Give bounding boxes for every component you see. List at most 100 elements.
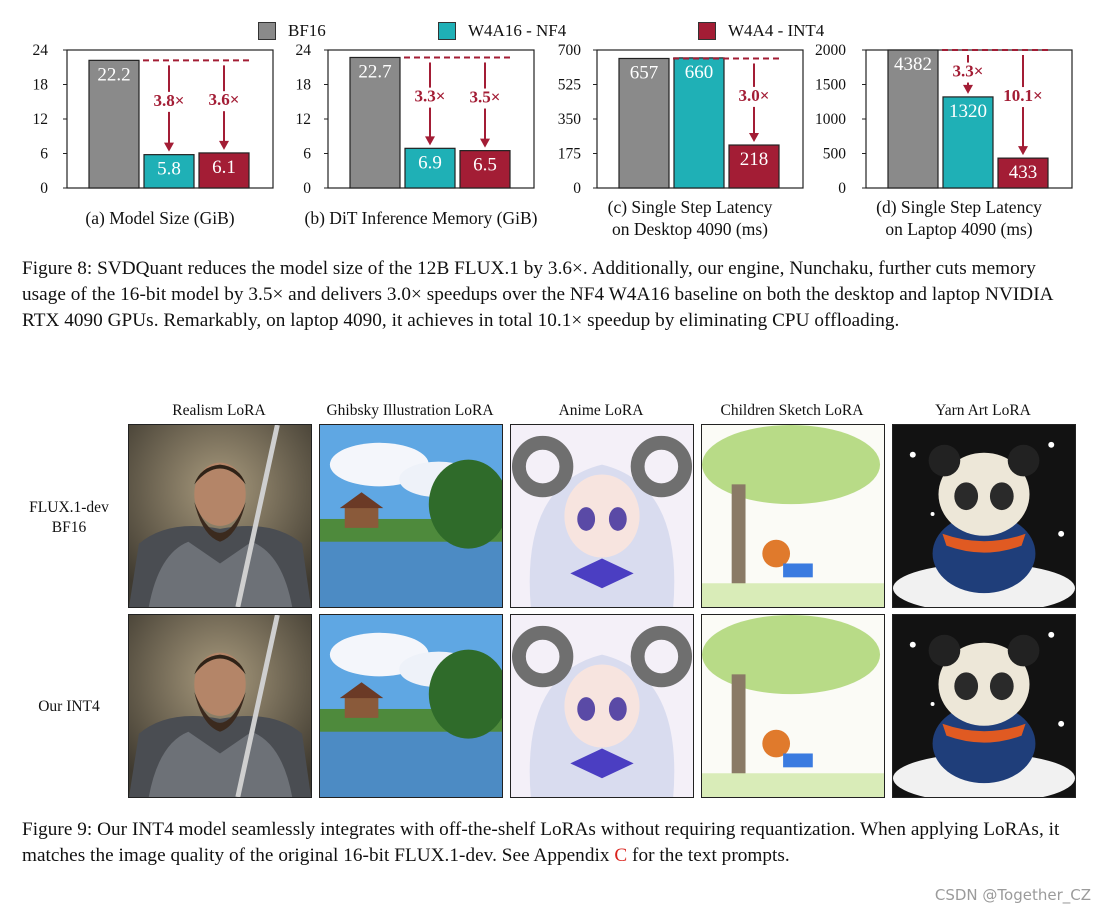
y-tick-label: 1000 [815, 111, 846, 128]
bar-w4a16-nf4 [404, 147, 456, 189]
legend-label: BF16 [288, 21, 326, 40]
legend-label: W4A4 - INT4 [728, 21, 825, 40]
arrow-head [749, 133, 759, 143]
bar-w4a16-nf4 [942, 96, 994, 189]
ratio-annotation: 10.1× [1003, 86, 1042, 105]
column-header-anime: Anime LoRA [558, 402, 644, 419]
ratio-annotation: 3.6× [209, 90, 240, 109]
y-tick-label: 24 [296, 42, 312, 59]
legend-swatch [258, 22, 276, 40]
chart-title: (b) DiT Inference Memory (GiB) [305, 208, 538, 228]
realism-knight-image [129, 615, 311, 797]
watermark: CSDN @Together_CZ [934, 886, 1091, 904]
bar-value-label: 5.8 [157, 159, 181, 180]
bar-value-label: 4382 [894, 54, 932, 75]
chart-title: on Laptop 4090 (ms) [885, 219, 1032, 239]
yarn-panda-image [893, 615, 1075, 797]
ratio-annotation: 3.5× [470, 88, 501, 107]
bar-w4a16-nf4 [143, 154, 195, 189]
chart-panel-2: 0 175 350 525 700 657 660 218 3.0× (c) Single Ste… [558, 42, 804, 239]
caption-text: for the text prompts. [627, 845, 790, 866]
anime-girl-image [511, 615, 693, 797]
y-tick-label: 350 [558, 111, 582, 128]
ratio-annotation: 3.8× [154, 91, 185, 110]
column-header-ghibsky: Ghibsky Illustration LoRA [326, 402, 494, 419]
legend-item-nf4: W4A16 - NF4 [438, 18, 566, 44]
ratio-annotation: 3.0× [739, 86, 770, 105]
bar-bf16 [887, 49, 939, 189]
y-tick-label: 18 [33, 77, 49, 94]
y-tick-label: 0 [303, 180, 311, 197]
image-yarn-int4 [892, 614, 1076, 798]
y-tick-label: 24 [33, 42, 49, 59]
image-ghibsky-bf16 [319, 424, 503, 608]
bar-w4a4-int4 [997, 157, 1049, 189]
realism-knight-image [129, 425, 311, 607]
y-tick-label: 525 [558, 77, 582, 94]
chart-title: (c) Single Step Latency [608, 197, 773, 217]
yarn-panda-image [893, 425, 1075, 607]
bar-value-label: 433 [1009, 162, 1038, 183]
ghibsky-landscape-image [320, 615, 502, 797]
bar-w4a16-nf4 [673, 57, 725, 189]
arrow-head [480, 138, 490, 148]
arrow-head [425, 136, 435, 146]
bar-value-label: 6.9 [418, 152, 442, 173]
column-header-children-sketch: Children Sketch LoRA [720, 402, 864, 419]
caption-text: Figure 9: Our INT4 model seamlessly inte… [22, 819, 1060, 866]
ghibsky-landscape-image [320, 425, 502, 607]
y-tick-label: 175 [558, 146, 582, 163]
chart-panel-1: 0 6 12 18 24 22.7 6.9 6.5 3.3× 3.5× (b) DiT Infere… [296, 42, 538, 228]
bar-bf16 [88, 59, 140, 189]
bar-value-label: 22.7 [358, 61, 391, 82]
chart-title: (a) Model Size (GiB) [85, 208, 234, 228]
y-tick-label: 12 [296, 111, 312, 128]
row-header-int4: Our INT4 [14, 697, 124, 717]
bar-value-label: 1320 [949, 101, 987, 122]
legend-swatch [698, 22, 716, 40]
y-tick-label: 12 [33, 111, 49, 128]
chart-panel-3: 0 500 1000 1500 2000 4382 1320 433 3.3× 10.1× (d) … [815, 42, 1073, 239]
row-header-line: BF16 [51, 519, 87, 536]
figure-9-caption: Figure 9: Our INT4 model seamlessly inte… [22, 817, 1082, 869]
bar-value-label: 657 [630, 62, 659, 83]
y-tick-label: 700 [558, 42, 582, 59]
children-sketch-image [702, 425, 884, 607]
chart-legend: BF16 W4A16 - NF4 W4A4 - INT4 [258, 18, 858, 44]
bar-w4a4-int4 [198, 152, 250, 189]
legend-swatch [438, 22, 456, 40]
figure-8-caption: Figure 8: SVDQuant reduces the model siz… [22, 258, 1053, 331]
image-ghibsky-int4 [319, 614, 503, 798]
y-tick-label: 6 [303, 146, 311, 163]
chart-title: on Desktop 4090 (ms) [612, 219, 768, 239]
image-anime-bf16 [510, 424, 694, 608]
bar-bf16 [349, 56, 401, 189]
ratio-annotation: 3.3× [953, 62, 984, 81]
row-header-bf16: FLUX.1-dev BF16 [14, 498, 124, 538]
y-tick-label: 6 [40, 146, 48, 163]
y-tick-label: 18 [296, 77, 312, 94]
anime-girl-image [511, 425, 693, 607]
bar-value-label: 6.1 [212, 157, 236, 178]
y-tick-label: 500 [823, 146, 847, 163]
row-header-line: Our INT4 [38, 698, 100, 715]
column-header-yarn-art: Yarn Art LoRA [935, 402, 1031, 419]
bar-value-label: 218 [740, 149, 769, 170]
figure-8-charts: 0 6 12 18 24 22.2 5.8 6.1 3.8× 3.6× (a) Model Size… [33, 42, 1073, 239]
bar-value-label: 660 [685, 62, 714, 83]
y-tick-label: 0 [573, 180, 581, 197]
y-tick-label: 0 [838, 180, 846, 197]
appendix-link[interactable]: C [614, 845, 628, 866]
image-realism-int4 [128, 614, 312, 798]
arrow-head [1018, 146, 1028, 156]
y-tick-label: 0 [40, 180, 48, 197]
column-header-realism: Realism LoRA [172, 402, 266, 419]
y-tick-label: 2000 [815, 42, 846, 59]
arrow-head [219, 140, 229, 150]
bar-w4a4-int4 [728, 144, 780, 189]
legend-label: W4A16 - NF4 [468, 21, 567, 40]
legend-item-bf16: BF16 [258, 18, 326, 44]
chart-title: (d) Single Step Latency [876, 197, 1042, 217]
image-anime-int4 [510, 614, 694, 798]
arrow-head [164, 142, 174, 152]
